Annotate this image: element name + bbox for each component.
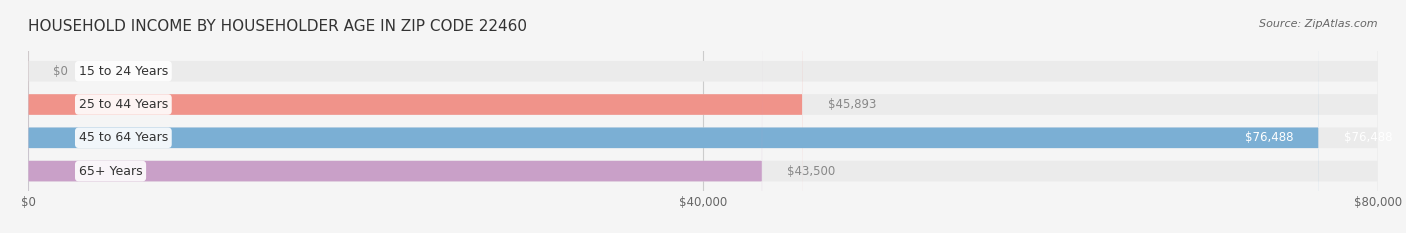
Text: 45 to 64 Years: 45 to 64 Years [79, 131, 167, 144]
Text: Source: ZipAtlas.com: Source: ZipAtlas.com [1260, 19, 1378, 29]
FancyBboxPatch shape [28, 0, 762, 233]
Text: 65+ Years: 65+ Years [79, 164, 142, 178]
Text: $43,500: $43,500 [787, 164, 835, 178]
FancyBboxPatch shape [28, 0, 1378, 233]
Text: HOUSEHOLD INCOME BY HOUSEHOLDER AGE IN ZIP CODE 22460: HOUSEHOLD INCOME BY HOUSEHOLDER AGE IN Z… [28, 19, 527, 34]
Text: 15 to 24 Years: 15 to 24 Years [79, 65, 167, 78]
FancyBboxPatch shape [28, 0, 1378, 233]
Text: $0: $0 [53, 65, 69, 78]
Text: $45,893: $45,893 [828, 98, 876, 111]
Text: $76,488: $76,488 [1244, 131, 1294, 144]
Text: $76,488: $76,488 [1344, 131, 1392, 144]
FancyBboxPatch shape [28, 0, 803, 233]
FancyBboxPatch shape [28, 0, 1319, 233]
FancyBboxPatch shape [28, 0, 1378, 233]
Text: 25 to 44 Years: 25 to 44 Years [79, 98, 167, 111]
FancyBboxPatch shape [28, 0, 1378, 233]
